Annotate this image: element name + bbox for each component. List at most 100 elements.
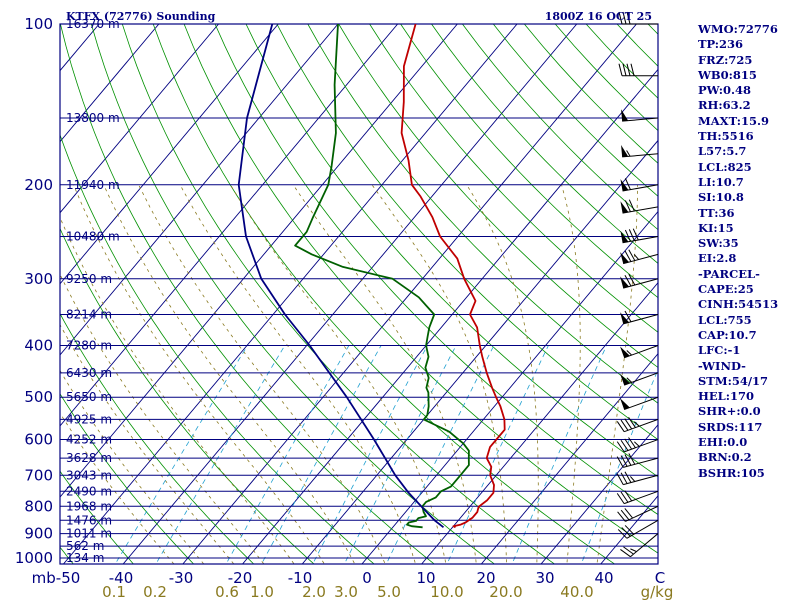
wind-barb	[616, 471, 659, 486]
temperature-tick-label: C	[655, 569, 665, 587]
station-title: KTFX (72776) Sounding	[66, 10, 216, 23]
temperature-tick-label: -20	[228, 569, 253, 587]
barb-pennant	[620, 201, 629, 214]
barb-feather	[628, 273, 636, 286]
barb-feather	[628, 249, 636, 261]
mixing-ratio-tick-label: 0.2	[143, 583, 167, 600]
height-label: 1011 m	[66, 527, 112, 541]
moist-adiabat	[60, 369, 205, 564]
barb-feather	[616, 456, 624, 468]
barb-staff	[622, 184, 659, 192]
stat-item: MAXT:15.9	[698, 113, 769, 128]
isotherm	[60, 24, 339, 356]
moist-adiabat	[596, 184, 638, 564]
barb-staff	[623, 278, 659, 289]
isotherm	[122, 24, 578, 564]
barb-pennant	[620, 179, 629, 192]
isotherm	[62, 24, 518, 564]
pressure-tick-label: 400	[24, 337, 53, 355]
barb-feather	[623, 546, 634, 555]
wind-barb	[616, 437, 659, 453]
isotherm	[182, 24, 637, 564]
stat-item: SHR+:0.0	[698, 404, 761, 419]
temperature-tick-label: -40	[109, 569, 134, 587]
height-label: 16370 m	[66, 17, 120, 31]
moist-adiabat	[60, 216, 295, 564]
stat-item: TP:236	[698, 37, 744, 52]
height-label: 3043 m	[66, 468, 112, 482]
barb-feather	[620, 455, 628, 467]
barb-feather	[628, 453, 636, 465]
height-label: 8214 m	[66, 308, 112, 322]
barb-feather	[621, 527, 631, 537]
barb-feather	[624, 525, 635, 535]
barb-feather	[617, 511, 626, 522]
moist-adiabat	[103, 184, 356, 564]
moist-adiabat	[179, 184, 416, 564]
stat-item: EI:2.8	[698, 251, 737, 266]
barb-pennant	[620, 398, 630, 410]
height-label: 7280 m	[66, 339, 112, 353]
barb-pennant	[621, 144, 629, 157]
barb-staff	[625, 505, 659, 522]
wind-barb	[618, 11, 658, 25]
mixing-ratio-line	[580, 368, 658, 564]
barb-feather	[624, 178, 631, 190]
stat-item: LI:10.7	[698, 174, 744, 189]
isotherm	[60, 24, 219, 214]
isotherm	[480, 353, 658, 564]
wind-barb	[620, 273, 659, 289]
barb-feather	[620, 509, 630, 521]
mixing-ratio-tick-label: 2.0	[302, 583, 326, 600]
barb-feather	[624, 438, 633, 450]
dry-adiabat	[369, 24, 658, 333]
barb-staff	[624, 490, 659, 505]
stat-item: STM:54/17	[698, 373, 769, 388]
barb-feather	[633, 254, 640, 260]
height-label: 4252 m	[66, 433, 112, 447]
dry-adiabat	[121, 24, 556, 564]
stat-item: RH:63.2	[698, 98, 751, 113]
isobars	[59, 23, 659, 565]
wind-barb	[617, 505, 659, 522]
barb-staff	[623, 474, 659, 486]
wind-barb	[620, 533, 659, 558]
isotherm	[60, 24, 160, 143]
barb-feather	[616, 421, 625, 432]
height-label: 4925 m	[66, 412, 112, 426]
stat-item: SW:35	[698, 236, 739, 251]
barb-feather	[626, 63, 631, 76]
dry-adiabat	[60, 393, 195, 564]
stat-item: -WIND-	[698, 358, 746, 373]
stat-item: BSHR:105	[698, 465, 765, 480]
temperature-tick-label: 30	[535, 569, 554, 587]
barb-feather	[626, 377, 633, 383]
parcel-line	[237, 24, 445, 529]
height-label: 134 m	[66, 551, 104, 565]
barb-feather	[624, 310, 632, 323]
wind-barb	[620, 345, 659, 359]
temperature-tick-label: 20	[476, 569, 495, 587]
dry-adiabat	[214, 24, 658, 516]
mixing-ratio-tick-label: 40.0	[560, 583, 593, 600]
time-title: 1800Z 16 OCT 25	[545, 10, 652, 23]
height-label: 1968 m	[66, 499, 112, 513]
height-label: 562 m	[66, 539, 104, 553]
height-label: 9250 m	[66, 272, 112, 286]
pressure-tick-label: 500	[24, 388, 53, 406]
barb-staff	[626, 519, 659, 539]
dry-adiabat	[0, 24, 17, 569]
isotherm	[60, 24, 399, 427]
barb-feather	[622, 63, 627, 76]
chart-grid	[0, 24, 658, 569]
wind-barb	[620, 396, 659, 411]
isotherm	[60, 24, 458, 498]
barb-feather	[624, 418, 633, 430]
pressure-tick-label: 300	[24, 270, 53, 288]
moist-adiabat	[138, 184, 386, 564]
isotherm	[421, 281, 658, 564]
barb-staff	[624, 418, 659, 433]
temperature-tick-label: -10	[288, 569, 313, 587]
temperature-tick-label: mb-50	[32, 569, 81, 587]
pressure-tick-label: 700	[24, 466, 53, 484]
